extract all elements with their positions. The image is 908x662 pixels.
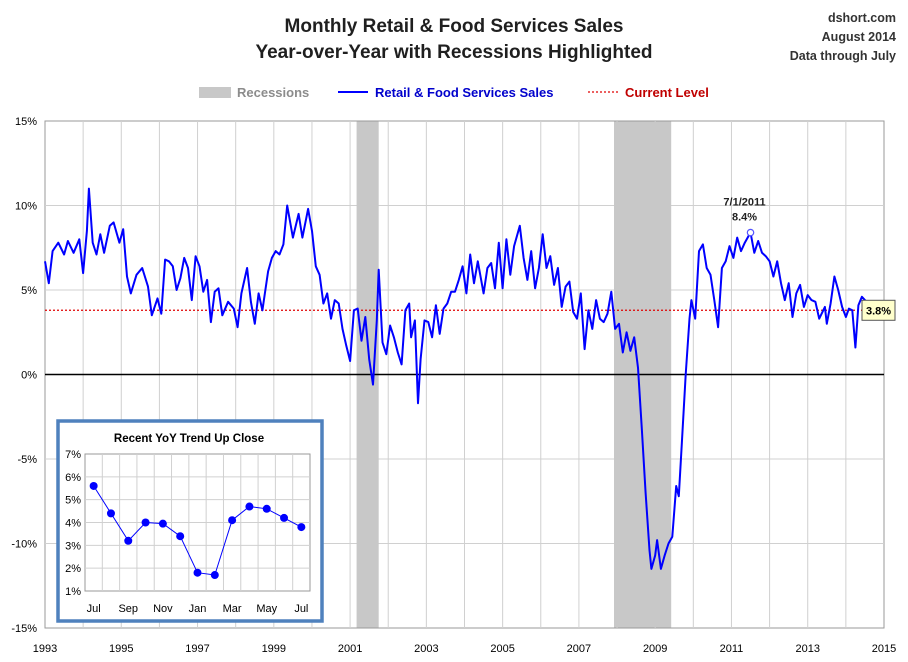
- inset-y-tick-label: 4%: [65, 518, 81, 530]
- legend: Recessions Retail & Food Services Sales …: [199, 85, 709, 100]
- inset-x-tick-label: Jan: [189, 603, 207, 615]
- chart-title: Monthly Retail & Food Services Sales: [285, 16, 624, 37]
- legend-recessions-label: Recessions: [237, 85, 309, 100]
- x-tick-label: 2003: [414, 643, 438, 655]
- inset-data-point: [106, 509, 115, 518]
- credit-date: August 2014: [822, 30, 896, 44]
- x-tick-label: 2009: [643, 643, 667, 655]
- y-tick-label: -10%: [11, 539, 37, 551]
- x-tick-label: 2001: [338, 643, 362, 655]
- current-level-callout: 3.8%: [861, 299, 896, 321]
- inset-y-tick-label: 2%: [65, 563, 81, 575]
- x-tick-label: 2015: [872, 643, 896, 655]
- inset-title: Recent YoY Trend Up Close: [114, 433, 264, 445]
- inset-data-point: [245, 502, 254, 511]
- x-axis-labels: 1993 1995 1997 1999 2001 2003 2005 2007 2009 2011…: [33, 643, 896, 655]
- inset-data-point: [193, 568, 202, 577]
- peak-annotation-value: 8.4%: [732, 212, 757, 224]
- inset-x-tick-label: Jul: [294, 603, 308, 615]
- y-axis-labels: 15% 10% 5% 0% -5% -10% -15%: [11, 116, 37, 635]
- inset-data-point: [228, 516, 237, 525]
- inset-data-point: [158, 519, 167, 528]
- inset-x-tick-label: Sep: [118, 603, 138, 615]
- inset-data-point: [124, 536, 133, 545]
- inset-data-point: [297, 523, 306, 532]
- inset-y-tick-label: 3%: [65, 540, 81, 552]
- x-tick-label: 2005: [490, 643, 514, 655]
- y-tick-label: -5%: [17, 454, 37, 466]
- peak-annotation-date: 7/1/2011: [723, 197, 765, 209]
- inset-y-tick-label: 6%: [65, 472, 81, 484]
- inset-grid: [85, 454, 310, 591]
- inset-y-axis-labels: 7% 6% 5% 4% 3% 2% 1%: [65, 449, 81, 598]
- inset-x-tick-label: Nov: [153, 603, 173, 615]
- x-tick-label: 1995: [109, 643, 133, 655]
- x-tick-label: 2011: [720, 643, 744, 655]
- sales-series-group: [44, 187, 873, 570]
- inset-y-tick-label: 1%: [65, 586, 81, 598]
- inset-x-tick-label: Mar: [223, 603, 242, 615]
- inset-data-point: [141, 518, 150, 527]
- sales-series-line: [44, 187, 873, 570]
- inset-data-point: [176, 532, 185, 541]
- inset-data-point: [262, 504, 271, 513]
- peak-marker: [746, 228, 755, 237]
- peak-annotation: 7/1/2011 8.4%: [723, 197, 766, 237]
- inset-data-point: [210, 571, 219, 580]
- inset-x-axis-labels: Jul Sep Nov Jan Mar May Jul: [87, 603, 309, 615]
- inset-x-tick-label: Jul: [87, 603, 101, 615]
- legend-current-label: Current Level: [625, 85, 709, 100]
- current-level-callout-box: [861, 299, 896, 321]
- x-tick-label: 1997: [185, 643, 209, 655]
- y-tick-label: 15%: [15, 116, 37, 128]
- current-level-callout-text: 3.8%: [866, 305, 891, 317]
- legend-sales-label: Retail & Food Services Sales: [375, 85, 553, 100]
- inset-chart: Recent YoY Trend Up Close 7% 6% 5% 4% 3% 2% 1%…: [56, 419, 324, 623]
- y-tick-label: 0%: [21, 370, 37, 382]
- chart-subtitle: Year-over-Year with Recessions Highlight…: [255, 42, 652, 63]
- x-tick-label: 2007: [567, 643, 591, 655]
- y-tick-label: -15%: [11, 623, 37, 635]
- y-tick-label: 5%: [21, 285, 37, 297]
- credit-site: dshort.com: [828, 11, 896, 25]
- x-tick-label: 2013: [795, 643, 819, 655]
- inset-x-tick-label: May: [256, 603, 277, 615]
- x-tick-label: 1999: [262, 643, 286, 655]
- inset-data-point: [280, 513, 289, 522]
- legend-recessions-swatch: [199, 87, 231, 98]
- inset-y-tick-label: 7%: [65, 449, 81, 461]
- y-tick-label: 10%: [15, 201, 37, 213]
- inset-series-group: [89, 481, 306, 580]
- credit-data-through: Data through July: [790, 49, 896, 63]
- inset-y-tick-label: 5%: [65, 495, 81, 507]
- inset-data-point: [89, 481, 98, 490]
- x-tick-label: 1993: [33, 643, 57, 655]
